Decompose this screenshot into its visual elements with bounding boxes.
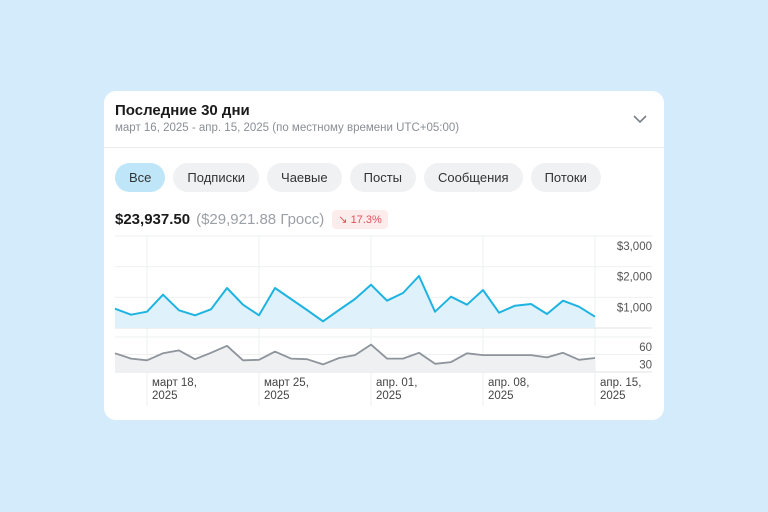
y-tick-label: $2,000 <box>617 272 652 284</box>
period-subtitle: март 16, 2025 - апр. 15, 2025 (по местно… <box>115 122 460 134</box>
net-amount: $23,937.50 <box>115 211 191 228</box>
chevron-down-icon[interactable] <box>630 109 650 129</box>
x-tick-year: 2025 <box>600 390 626 402</box>
messages-area <box>115 344 595 372</box>
earnings-card: Последние 30 дни март 16, 2025 - апр. 15… <box>104 91 664 420</box>
y-tick-label: 60 <box>639 342 652 354</box>
filter-messages[interactable]: Сообщения <box>424 163 523 192</box>
x-tick-label: март 25, <box>264 377 309 389</box>
period-title: Последние 30 дни <box>115 102 250 119</box>
summary-row: $23,937.50 ($29,921.88 Гросс) ↘ 17.3% <box>115 210 388 229</box>
filter-posts[interactable]: Посты <box>349 163 417 192</box>
filter-all[interactable]: Все <box>115 163 166 192</box>
y-tick-label: $3,000 <box>617 241 652 253</box>
x-tick-year: 2025 <box>264 390 290 402</box>
x-tick-label: апр. 08, <box>488 377 529 389</box>
messages-line <box>114 343 596 366</box>
x-tick-year: 2025 <box>376 390 402 402</box>
filter-tips[interactable]: Чаевые <box>267 163 342 192</box>
y-tick-label: 30 <box>639 360 652 372</box>
change-badge: ↘ 17.3% <box>332 210 388 229</box>
earnings-line <box>114 275 596 323</box>
x-tick-year: 2025 <box>152 390 178 402</box>
earnings-area <box>115 276 595 328</box>
filter-subscriptions[interactable]: Подписки <box>173 163 260 192</box>
gross-amount: ($29,921.88 Гросс) <box>196 211 325 228</box>
x-tick-label: март 18, <box>152 377 197 389</box>
filter-chips: Все Подписки Чаевые Посты Сообщения Пото… <box>115 163 601 192</box>
filter-streams[interactable]: Потоки <box>530 163 601 192</box>
arrow-down-right-icon: ↘ <box>338 214 351 226</box>
x-tick-year: 2025 <box>488 390 514 402</box>
x-tick-label: апр. 01, <box>376 377 417 389</box>
x-tick-label: апр. 15, <box>600 377 641 389</box>
y-tick-label: $1,000 <box>617 302 652 314</box>
change-value: 17.3% <box>350 214 382 226</box>
divider <box>104 147 664 148</box>
